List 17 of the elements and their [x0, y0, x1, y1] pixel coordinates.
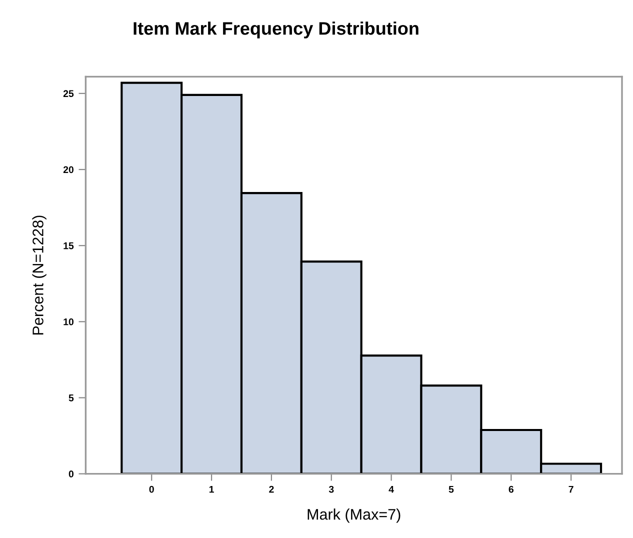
x-tick-label: 6 [508, 486, 514, 493]
x-tick-label: 5 [448, 486, 454, 493]
y-axis-title: Percent (N=1228) [32, 216, 46, 334]
chart-title: Item Mark Frequency Distribution [134, 22, 418, 38]
y-tick-label: 20 [63, 166, 74, 174]
x-tick-label: 3 [328, 486, 334, 493]
y-tick-label: 10 [64, 318, 74, 326]
y-tick-label: 25 [63, 90, 74, 98]
x-tick-label: 1 [209, 486, 214, 493]
x-axis-title: Mark (Max=7) [308, 508, 400, 523]
x-tick-label: 7 [568, 486, 574, 493]
y-tick-label: 15 [64, 242, 74, 250]
y-tick-label: 0 [68, 470, 74, 478]
y-tick-label: 5 [68, 394, 74, 402]
x-tick-label: 2 [269, 486, 274, 493]
x-tick-label: 0 [149, 486, 154, 493]
x-tick-label: 4 [388, 486, 394, 493]
